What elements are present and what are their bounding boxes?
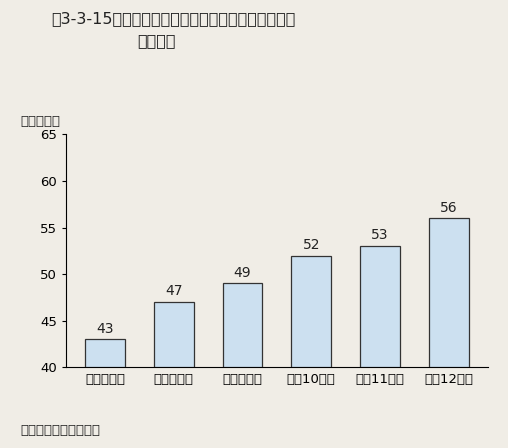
Text: （大学数）: （大学数） bbox=[20, 115, 60, 128]
Bar bbox=[85, 340, 125, 367]
Text: 資料：文部科学省調べ: 資料：文部科学省調べ bbox=[20, 424, 100, 437]
Text: 49: 49 bbox=[234, 266, 251, 280]
Text: 第3-3-15図　共同研究センターを設置している大学: 第3-3-15図 共同研究センターを設置している大学 bbox=[51, 11, 295, 26]
Bar bbox=[291, 255, 331, 367]
Bar bbox=[154, 302, 194, 367]
Bar bbox=[429, 218, 468, 367]
Text: 47: 47 bbox=[165, 284, 182, 298]
Text: 数の累計: 数の累計 bbox=[137, 34, 176, 48]
Bar bbox=[360, 246, 400, 367]
Text: 53: 53 bbox=[371, 228, 389, 242]
Bar bbox=[223, 284, 263, 367]
Text: 52: 52 bbox=[302, 238, 320, 252]
Text: 56: 56 bbox=[440, 201, 457, 215]
Text: 43: 43 bbox=[97, 322, 114, 336]
